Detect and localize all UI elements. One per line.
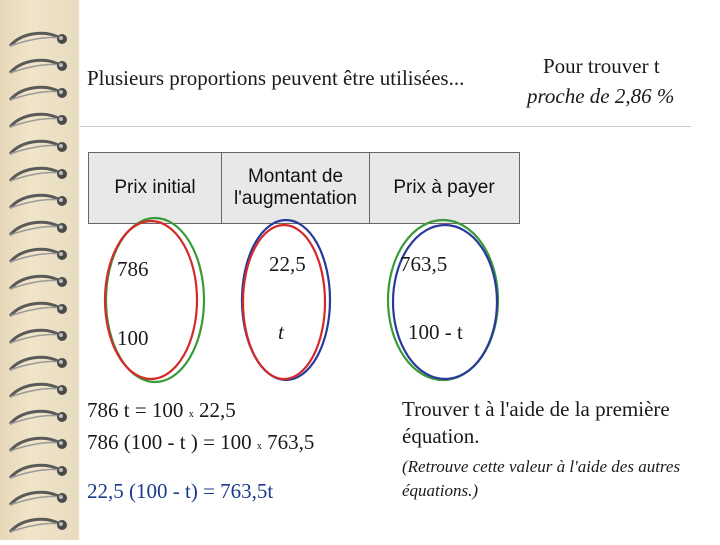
binding-ring <box>8 490 67 507</box>
cell-100-minus-t: 100 - t <box>408 320 463 344</box>
binding-ring <box>8 301 67 318</box>
header-divider <box>369 153 370 223</box>
ellipse-col3-blue <box>391 223 499 381</box>
equation-3: 22,5 (100 - t) = 763,5t <box>87 479 274 503</box>
equation-1-left: 786 t = 100 <box>87 398 184 422</box>
binding-ring <box>8 328 67 345</box>
proportion-table-header: Prix initial Montant de l'augmentation P… <box>88 152 520 224</box>
binding-ring <box>8 382 67 399</box>
binding-ring <box>8 193 67 210</box>
spiral-binding <box>0 0 80 540</box>
binding-ring <box>8 58 67 75</box>
binding-rings <box>8 31 67 534</box>
binding-ring <box>8 31 67 48</box>
cell-t: t <box>278 320 284 344</box>
binding-ring <box>8 112 67 129</box>
cell-763-5: 763,5 <box>400 252 448 276</box>
equation-1-right: 22,5 <box>198 398 236 422</box>
multiply-sign: x <box>256 441 262 452</box>
header-divider <box>221 153 222 223</box>
header-prix-initial: Prix initial <box>114 177 196 198</box>
equation-2-left: 786 (100 - t ) = 100 <box>87 430 252 454</box>
slide-title: Plusieurs proportions peuvent être utili… <box>87 66 465 90</box>
binding-ring <box>8 409 67 426</box>
header-prix-a-payer: Prix à payer <box>393 177 495 198</box>
equation-2-right: 763,5 <box>267 430 315 454</box>
binding-ring <box>8 436 67 453</box>
equation-1: 786 t = 100 x 22,5 <box>87 398 236 423</box>
subtitle-line-1: Pour trouver t <box>543 54 660 78</box>
binding-ring <box>8 463 67 480</box>
binding-ring <box>8 247 67 264</box>
cell-786: 786 <box>117 257 149 281</box>
binding-ring <box>8 355 67 372</box>
cell-100: 100 <box>117 326 149 350</box>
instruction-text: Trouver t à l'aide de la première équati… <box>402 397 670 448</box>
binding-ring <box>8 517 67 534</box>
binding-ring <box>8 85 67 102</box>
equation-2: 786 (100 - t ) = 100 x 763,5 <box>87 430 314 455</box>
ellipse-col1-red <box>103 219 199 381</box>
ellipse-col2-red <box>241 223 327 381</box>
binding-ring <box>8 220 67 237</box>
binding-ring <box>8 274 67 291</box>
divider <box>80 126 691 127</box>
binding-ring <box>8 166 67 183</box>
instruction-subtext: (Retrouve cette valeur à l'aide des autr… <box>402 457 681 500</box>
multiply-sign: x <box>188 409 194 420</box>
cell-22-5: 22,5 <box>269 252 306 276</box>
binding-ring <box>8 139 67 156</box>
subtitle-line-2: proche de 2,86 % <box>527 84 675 108</box>
ellipse-col1-green <box>104 216 206 384</box>
header-montant-augmentation: Montant de l'augmentation <box>234 166 357 209</box>
